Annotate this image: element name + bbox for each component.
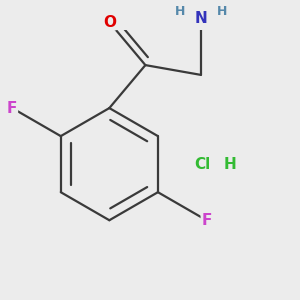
Text: F: F [7,100,17,116]
Text: H: H [174,5,185,18]
Text: H: H [217,5,227,18]
Text: H: H [224,157,236,172]
Text: Cl: Cl [194,157,210,172]
Text: F: F [201,213,212,228]
Text: O: O [103,15,116,30]
Text: N: N [194,11,207,26]
